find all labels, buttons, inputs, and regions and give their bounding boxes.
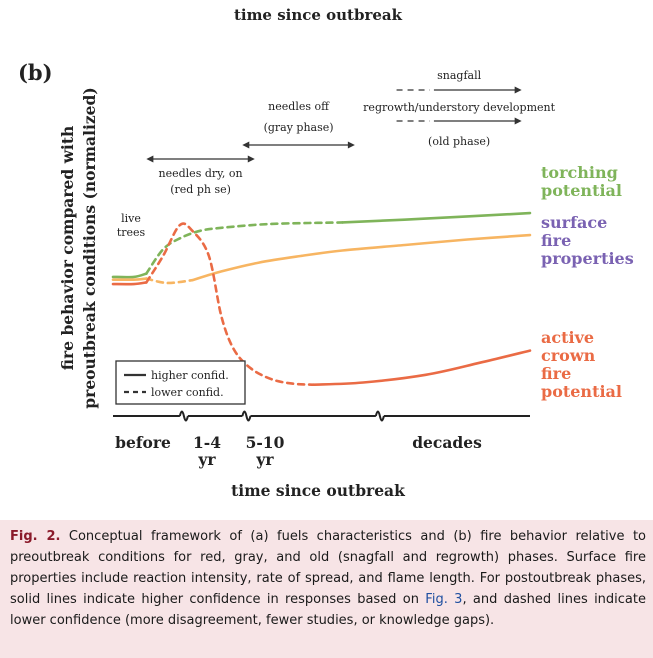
series-surface-fire-properties-solid-2 xyxy=(190,233,532,282)
chart: time since outbreak (b) fire behavior comp… xyxy=(18,6,634,500)
series-label-torching-potential-1: potential xyxy=(541,181,622,200)
phase-label-red-1: (red ph se) xyxy=(170,183,231,196)
figure-caption: Fig. 2. Conceptual framework of (a) fuel… xyxy=(10,526,646,631)
x-tick-label-before-0: before xyxy=(115,433,171,452)
series-active-crown-fire-potential-solid-0 xyxy=(111,281,148,286)
series-label-active-crown-fire-potential-2: fire xyxy=(541,364,571,383)
phase-label-regrowth-0: regrowth/understory development xyxy=(363,101,555,114)
phase-arrowhead-red-right xyxy=(247,155,255,163)
series-torching-potential-dashed-1 xyxy=(145,221,344,275)
x-axis-break-2 xyxy=(374,410,385,422)
panel-label: (b) xyxy=(18,60,53,85)
phase-arrowhead-snagfall xyxy=(514,86,522,94)
caption-text-1: Conceptual framework of (a) fuels charac… xyxy=(10,529,647,607)
series-surface-fire-properties-dashed-1 xyxy=(145,277,194,285)
series-surface-fire-properties-solid-0 xyxy=(111,277,148,282)
series-label-torching-potential-0: torching xyxy=(541,163,618,182)
phase-arrowhead-regrowth xyxy=(514,117,522,125)
series-torching-potential-solid-0 xyxy=(111,272,148,279)
legend-label-solid: higher confid. xyxy=(151,369,229,382)
phase-arrowhead-gray-left xyxy=(242,141,250,149)
series-label-active-crown-fire-potential-3: potential xyxy=(541,382,622,401)
x-axis-break-0 xyxy=(178,410,189,422)
phase-label-regrowth-1: (old phase) xyxy=(428,135,490,148)
caption-figure-link[interactable]: Fig. 3 xyxy=(425,592,463,607)
series-label-surface-fire-properties-0: surface xyxy=(541,213,607,232)
top-time-label: time since outbreak xyxy=(234,6,403,24)
x-axis-break-1 xyxy=(241,410,252,422)
legend-label-dashed: lower confid. xyxy=(151,386,224,399)
series-active-crown-fire-potential-dashed-1 xyxy=(145,222,315,386)
series-label-surface-fire-properties-2: properties xyxy=(541,249,634,268)
series-label-surface-fire-properties-1: fire xyxy=(541,231,571,250)
phase-arrowhead-gray-right xyxy=(347,141,355,149)
caption-text-2: , and dashed lines indicate lower confid… xyxy=(10,592,646,628)
caption-lead: Fig. 2. xyxy=(10,529,61,544)
x-tick-label-5-10-1: yr xyxy=(255,450,274,469)
x-tick-label-5-10-0: 5-10 xyxy=(246,433,285,452)
x-tick-label-1-4-0: 1-4 xyxy=(193,433,221,452)
legend-box xyxy=(115,360,246,405)
series-label-active-crown-fire-potential-0: active xyxy=(541,328,594,347)
phase-arrowhead-red-left xyxy=(146,155,154,163)
y-axis-label-line2: preoutbreak conditions (normalized) xyxy=(80,87,99,408)
caption-box: Fig. 2. Conceptual framework of (a) fuel… xyxy=(0,520,653,658)
annotation-live-trees-0: live xyxy=(121,212,141,225)
phase-label-snagfall-0: snagfall xyxy=(437,69,481,82)
phase-label-gray-0: needles off xyxy=(268,100,330,113)
x-tick-label-1-4-1: yr xyxy=(197,450,216,469)
x-tick-label-decades-0: decades xyxy=(412,433,482,452)
series-torching-potential-solid-2 xyxy=(341,211,532,224)
phase-label-gray-1: (gray phase) xyxy=(264,121,334,134)
phase-label-red-0: needles dry, on xyxy=(159,167,243,180)
series-label-active-crown-fire-potential-1: crown xyxy=(541,346,596,365)
x-axis-label: time since outbreak xyxy=(231,481,405,500)
annotation-live-trees-1: trees xyxy=(117,226,146,239)
y-axis-label-line1: fire behavior compared with xyxy=(58,126,77,370)
series-active-crown-fire-potential-solid-2 xyxy=(311,349,532,386)
